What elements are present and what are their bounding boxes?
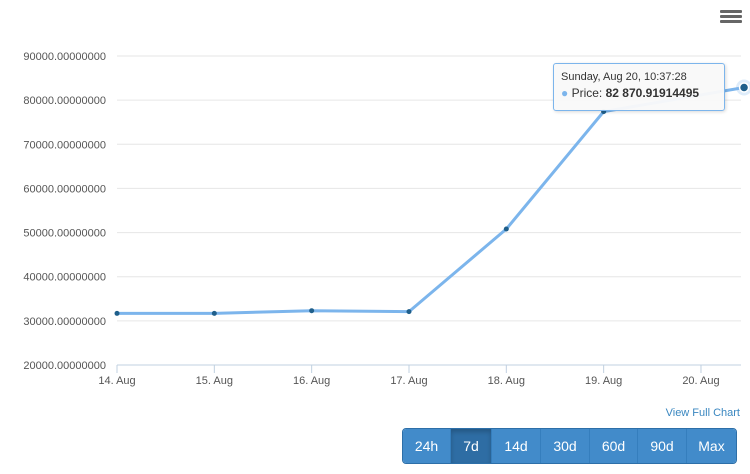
range-button-90d[interactable]: 90d <box>638 429 687 463</box>
range-button-max[interactable]: Max <box>687 429 736 463</box>
range-selector: 24h 7d 14d 30d 60d 90d Max <box>402 428 737 464</box>
price-chart: 20000.00000000 30000.00000000 40000.000000… <box>23 51 750 387</box>
y-tick-label: 80000.00000000 <box>23 95 106 107</box>
chart-menu-icon[interactable] <box>720 8 742 28</box>
x-tick-label: 14. Aug <box>98 375 135 387</box>
range-button-24h[interactable]: 24h <box>403 429 451 463</box>
y-tick-label: 20000.00000000 <box>23 360 106 372</box>
range-button-7d[interactable]: 7d <box>451 429 492 463</box>
range-button-14d[interactable]: 14d <box>492 429 541 463</box>
data-point <box>503 226 509 232</box>
x-tick-label: 18. Aug <box>488 375 525 387</box>
x-tick-label: 17. Aug <box>390 375 427 387</box>
tooltip-row: ● Price: 82 870.91914495 <box>561 86 724 100</box>
data-point <box>309 308 315 314</box>
tooltip-date: Sunday, Aug 20, 10:37:28 <box>561 71 687 83</box>
y-tick-label: 50000.00000000 <box>23 228 106 240</box>
y-tick-label: 60000.00000000 <box>23 183 106 195</box>
tooltip-label: Price: <box>571 86 603 100</box>
tooltip-series-dot: ● <box>561 86 569 100</box>
y-tick-label: 40000.00000000 <box>23 272 106 284</box>
data-point <box>211 310 217 316</box>
data-point <box>114 310 120 316</box>
series-line <box>115 85 746 315</box>
range-button-30d[interactable]: 30d <box>541 429 590 463</box>
x-tick-label: 20. Aug <box>682 375 719 387</box>
tooltip-value: 82 870.91914495 <box>605 86 700 100</box>
y-tick-label: 70000.00000000 <box>23 139 106 151</box>
x-tick-label: 16. Aug <box>293 375 330 387</box>
y-tick-label: 30000.00000000 <box>23 316 106 328</box>
x-tick-label: 15. Aug <box>196 375 233 387</box>
chart-tooltip: Sunday, Aug 20, 10:37:28 ● Price: 82 870… <box>553 63 725 111</box>
x-tick-label: 19. Aug <box>585 375 622 387</box>
range-button-60d[interactable]: 60d <box>590 429 638 463</box>
data-point <box>406 309 412 315</box>
y-tick-label: 90000.00000000 <box>23 51 106 63</box>
data-point-hovered <box>738 82 750 93</box>
view-full-chart-link[interactable]: View Full Chart <box>665 407 740 419</box>
